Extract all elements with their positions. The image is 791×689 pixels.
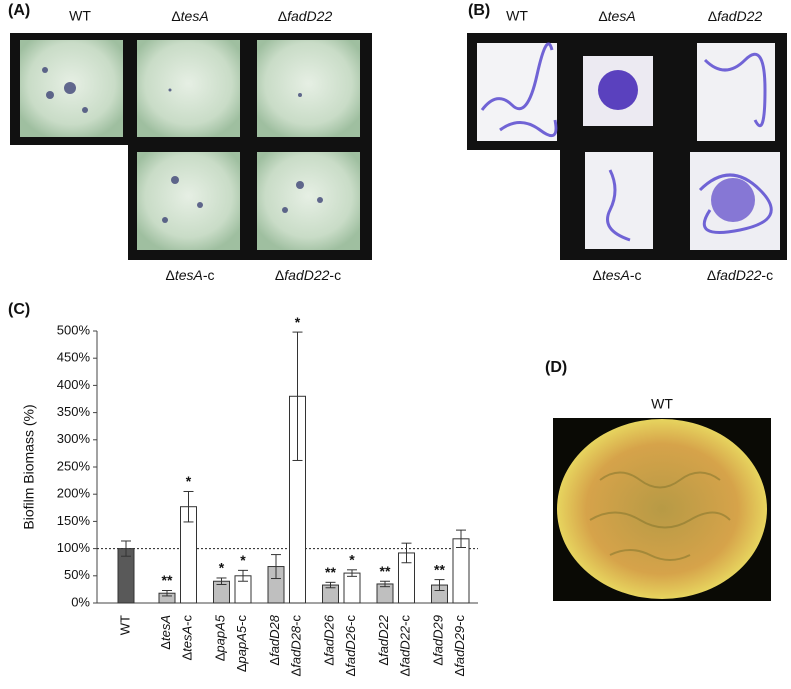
x-tick-label: ΔfadD26 [322,614,337,665]
significance-label: * [240,552,246,568]
x-tick-label: ΔpapA5-c [234,615,249,673]
significance-label: ** [434,561,445,577]
significance-label: * [295,314,301,330]
significance-label: ** [162,572,173,588]
panel-label: (B) [468,2,490,19]
x-tick-label: ΔtesA-c [180,615,195,661]
photo-label: ΔtesA-c [592,267,641,283]
panel-label: (A) [8,2,30,19]
panel-label: (D) [545,359,567,376]
y-axis-label: Biofilm Biomass (%) [21,404,37,529]
x-tick-label: WT [117,615,132,635]
panel-label: (C) [8,301,30,318]
significance-label: * [349,552,355,568]
bar [343,572,361,604]
photo-label: ΔfadD22-c [707,267,773,283]
y-tick-label: 350% [57,404,91,419]
y-tick-label: 450% [57,350,91,365]
x-tick-label: ΔfadD28 [267,614,282,665]
bar [117,548,135,604]
photo-label: ΔfadD22 [708,8,763,24]
x-tick-label: ΔfadD28-c [289,615,304,677]
bar [452,538,470,604]
photo-label: ΔfadD22-c [275,267,341,283]
photo-label: ΔtesA-c [165,267,214,283]
x-tick-label: ΔfadD22-c [398,615,413,677]
y-tick-label: 100% [57,540,91,555]
y-tick-label: 50% [64,567,90,582]
photo-label: ΔfadD22 [278,8,333,24]
photo-label: WT [69,8,91,24]
y-tick-label: 400% [57,377,91,392]
y-tick-label: 200% [57,486,91,501]
x-tick-label: ΔpapA5 [213,614,228,661]
photo-grid [10,33,372,260]
x-tick-label: ΔfadD26-c [343,615,358,677]
significance-label: ** [380,563,391,579]
photo-label: WT [506,8,528,24]
y-tick-label: 250% [57,458,91,473]
x-tick-label: ΔtesA [158,615,173,650]
significance-label: * [219,560,225,576]
significance-label: ** [325,564,336,580]
y-tick-label: 500% [57,322,91,337]
x-tick-label: ΔfadD29 [431,615,446,666]
y-tick-label: 0% [71,594,90,609]
x-tick-label: ΔfadD22 [376,614,391,665]
x-tick-label: ΔfadD29-c [452,615,467,677]
photo-grid [467,33,787,260]
photo-label: WT [651,396,673,412]
y-tick-label: 150% [57,513,91,528]
photo [553,418,771,601]
photo-label: ΔtesA [598,8,635,24]
y-tick-label: 300% [57,431,91,446]
photo-label: ΔtesA [171,8,208,24]
significance-label: * [186,473,192,489]
